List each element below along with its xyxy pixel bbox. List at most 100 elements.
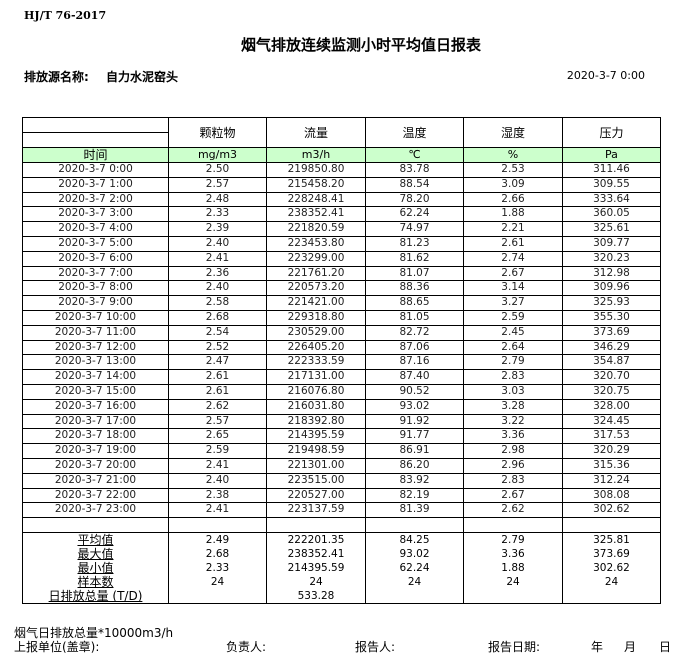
table-row: 2020-3-7 0:00 2.50 219850.80 83.78 2.53 311.4… bbox=[22, 162, 661, 178]
cell-flow: 223299.00 bbox=[266, 250, 366, 267]
cell-temperature: 78.20 bbox=[365, 191, 464, 208]
cell-time: 2020-3-7 9:00 bbox=[22, 295, 169, 311]
table-row: 2020-3-7 6:00 2.41 223299.00 81.62 2.74 320.2… bbox=[22, 250, 661, 267]
table-row: 2020-3-7 17:00 2.57 218392.80 91.92 3.22 324.… bbox=[22, 413, 661, 430]
cell-temperature: 87.16 bbox=[365, 354, 464, 371]
table-row: 2020-3-7 8:00 2.40 220573.20 88.36 3.14 309.9… bbox=[22, 280, 661, 297]
cell-temperature: 81.62 bbox=[365, 250, 464, 267]
cell-particulate: 2.41 bbox=[168, 457, 267, 474]
blank-row bbox=[22, 517, 661, 534]
cell-temperature: 83.92 bbox=[365, 472, 464, 489]
cell-time: 2020-3-7 12:00 bbox=[22, 339, 169, 356]
cell-flow: 228248.41 bbox=[266, 191, 366, 208]
cell-humidity: 3.36 bbox=[463, 428, 563, 445]
table-row: 2020-3-7 19:00 2.59 219498.59 86.91 2.98 320.… bbox=[22, 443, 661, 459]
cell-pressure: 312.24 bbox=[562, 472, 661, 489]
cell-particulate: 2.38 bbox=[168, 487, 267, 504]
summary-flow: 24 bbox=[266, 575, 366, 590]
table-row: 2020-3-7 22:00 2.38 220527.00 82.19 2.67 308.… bbox=[22, 487, 661, 504]
cell-time: 2020-3-7 21:00 bbox=[22, 472, 169, 489]
cell-humidity: 2.83 bbox=[463, 472, 563, 489]
cell-temperature: 82.19 bbox=[365, 487, 464, 504]
cell-temperature: 87.06 bbox=[365, 339, 464, 356]
cell-particulate: 2.41 bbox=[168, 250, 267, 267]
header-pressure: 压力 bbox=[562, 117, 661, 148]
header-flow: 流量 bbox=[266, 117, 366, 148]
summary-temperature: 93.02 bbox=[365, 547, 464, 562]
cell-pressure: 373.69 bbox=[562, 324, 661, 341]
header-row: 颗粒物 流量 温度 湿度 压力 bbox=[22, 117, 661, 148]
cell-humidity: 2.21 bbox=[463, 221, 563, 237]
cell-pressure: 311.46 bbox=[562, 162, 661, 178]
cell-particulate: 2.33 bbox=[168, 206, 267, 223]
cell-particulate: 2.40 bbox=[168, 235, 267, 252]
cell-temperature: 62.24 bbox=[365, 206, 464, 223]
cell-flow: 217131.00 bbox=[266, 369, 366, 385]
unit-humidity: % bbox=[463, 147, 563, 163]
table-row: 2020-3-7 2:00 2.48 228248.41 78.20 2.66 333.6… bbox=[22, 191, 661, 208]
cell-humidity: 2.67 bbox=[463, 487, 563, 504]
table-row: 2020-3-7 10:00 2.68 229318.80 81.05 2.59 355.… bbox=[22, 309, 661, 326]
cell-humidity: 2.96 bbox=[463, 457, 563, 474]
cell-time: 2020-3-7 13:00 bbox=[22, 354, 169, 371]
summary-particulate: 2.49 bbox=[168, 532, 267, 548]
blank-cell bbox=[562, 517, 661, 534]
cell-pressure: 302.62 bbox=[562, 502, 661, 519]
table-row: 2020-3-7 23:00 2.41 223137.59 81.39 2.62 302.… bbox=[22, 502, 661, 519]
cell-time: 2020-3-7 14:00 bbox=[22, 369, 169, 385]
hourly-report-table: 颗粒物 流量 温度 湿度 压力 时间 mg/m3 m3/h ℃ % Pa 202… bbox=[22, 117, 661, 605]
cell-temperature: 82.72 bbox=[365, 324, 464, 341]
cell-particulate: 2.68 bbox=[168, 309, 267, 326]
cell-humidity: 2.98 bbox=[463, 443, 563, 459]
cell-pressure: 325.93 bbox=[562, 295, 661, 311]
cell-flow: 226405.20 bbox=[266, 339, 366, 356]
cell-flow: 230529.00 bbox=[266, 324, 366, 341]
cell-temperature: 81.05 bbox=[365, 309, 464, 326]
table-row: 2020-3-7 18:00 2.65 214395.59 91.77 3.36 317.… bbox=[22, 428, 661, 445]
cell-humidity: 2.45 bbox=[463, 324, 563, 341]
cell-flow: 220527.00 bbox=[266, 487, 366, 504]
summary-pressure: 302.62 bbox=[562, 561, 661, 576]
summary-temperature bbox=[365, 589, 464, 605]
time-header: 时间 bbox=[22, 147, 169, 163]
cell-humidity: 2.79 bbox=[463, 354, 563, 371]
cell-particulate: 2.47 bbox=[168, 354, 267, 371]
cell-flow: 221761.20 bbox=[266, 265, 366, 282]
cell-time: 2020-3-7 1:00 bbox=[22, 176, 169, 193]
corner-cell bbox=[22, 117, 169, 148]
cell-pressure: 354.87 bbox=[562, 354, 661, 371]
cell-particulate: 2.40 bbox=[168, 280, 267, 297]
table-row: 2020-3-7 9:00 2.58 221421.00 88.65 3.27 325.9… bbox=[22, 295, 661, 311]
cell-pressure: 320.70 bbox=[562, 369, 661, 385]
cell-flow: 221421.00 bbox=[266, 295, 366, 311]
cell-humidity: 2.74 bbox=[463, 250, 563, 267]
cell-flow: 215458.20 bbox=[266, 176, 366, 193]
cell-temperature: 81.39 bbox=[365, 502, 464, 519]
cell-humidity: 3.03 bbox=[463, 383, 563, 400]
cell-temperature: 88.65 bbox=[365, 295, 464, 311]
blank-cell bbox=[365, 517, 464, 534]
cell-temperature: 86.91 bbox=[365, 443, 464, 459]
cell-pressure: 355.30 bbox=[562, 309, 661, 326]
unit-flow: m3/h bbox=[266, 147, 366, 163]
table-row: 2020-3-7 3:00 2.33 238352.41 62.24 1.88 360.0… bbox=[22, 206, 661, 223]
cell-time: 2020-3-7 2:00 bbox=[22, 191, 169, 208]
unit-pressure: Pa bbox=[562, 147, 661, 163]
summary-temperature: 24 bbox=[365, 575, 464, 590]
cell-humidity: 2.83 bbox=[463, 369, 563, 385]
cell-pressure: 309.77 bbox=[562, 235, 661, 252]
cell-temperature: 81.07 bbox=[365, 265, 464, 282]
unit-particulate: mg/m3 bbox=[168, 147, 267, 163]
cell-flow: 218392.80 bbox=[266, 413, 366, 430]
cell-time: 2020-3-7 16:00 bbox=[22, 398, 169, 415]
cell-particulate: 2.62 bbox=[168, 398, 267, 415]
summary-pressure: 24 bbox=[562, 575, 661, 590]
summary-temperature: 84.25 bbox=[365, 532, 464, 548]
cell-particulate: 2.59 bbox=[168, 443, 267, 459]
cell-particulate: 2.40 bbox=[168, 472, 267, 489]
year-label: 年 bbox=[591, 640, 604, 654]
standard-code: HJ/T 76-2017 bbox=[24, 9, 107, 22]
cell-time: 2020-3-7 20:00 bbox=[22, 457, 169, 474]
table-row: 2020-3-7 15:00 2.61 216076.80 90.52 3.03 320.… bbox=[22, 383, 661, 400]
